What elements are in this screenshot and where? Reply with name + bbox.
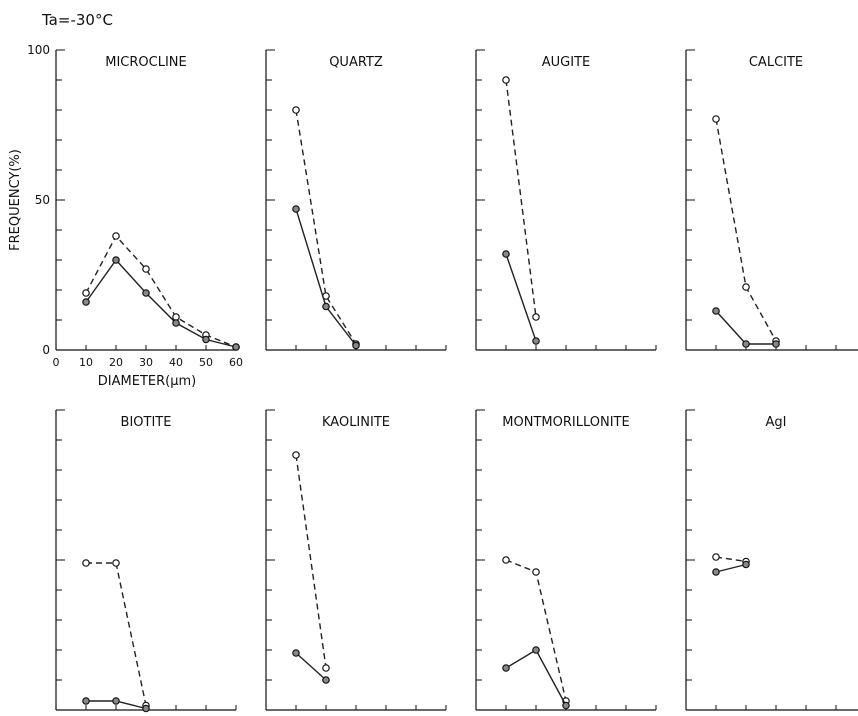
filled-data-point <box>292 205 300 213</box>
open-data-point <box>532 568 540 576</box>
dashed-series-line <box>715 556 747 563</box>
filled-data-point <box>562 701 570 710</box>
open-data-point <box>742 283 750 291</box>
dashed-series-line <box>295 454 327 669</box>
panel-augite: AUGITE <box>475 49 657 351</box>
filled-data-point <box>82 298 90 306</box>
filled-data-point <box>502 250 510 258</box>
open-data-point <box>322 664 330 672</box>
filled-data-point <box>502 664 510 672</box>
dashed-series-line <box>505 79 537 318</box>
panel-title: MONTMORILLONITE <box>502 415 629 430</box>
open-data-point <box>502 76 510 84</box>
solid-series-line <box>715 563 747 573</box>
filled-data-point <box>532 337 540 345</box>
panel-title: CALCITE <box>749 55 803 70</box>
condition-label: Ta=-30°C <box>41 11 113 29</box>
open-data-point <box>712 115 720 123</box>
filled-data-point <box>142 289 150 297</box>
x-tick-label: 60 <box>229 356 243 369</box>
x-axis-label: DIAMETER(μm) <box>98 374 196 389</box>
solid-series-line <box>295 208 357 346</box>
x-tick-label: 10 <box>79 356 93 369</box>
panel-quartz: QUARTZ <box>265 49 447 351</box>
filled-data-point <box>712 568 720 576</box>
y-tick-label: 100 <box>27 43 50 57</box>
open-data-point <box>82 559 90 567</box>
open-data-point <box>292 451 300 459</box>
panel-title: BIOTITE <box>121 415 172 430</box>
panel-montmorillonite: MONTMORILLONITE <box>475 409 657 711</box>
panel-biotite: BIOTITE <box>55 409 237 713</box>
y-tick-label: 0 <box>42 343 50 357</box>
solid-series-line <box>505 253 537 342</box>
open-data-point <box>112 559 120 567</box>
open-data-point <box>712 553 720 561</box>
x-tick-label: 40 <box>169 356 183 369</box>
filled-data-point <box>322 676 330 684</box>
x-tick-label: 50 <box>199 356 213 369</box>
solid-series-line <box>85 258 237 348</box>
filled-data-point <box>82 697 90 705</box>
open-data-point <box>82 289 90 297</box>
panel-title: AgI <box>766 415 787 430</box>
filled-data-point <box>172 319 180 327</box>
filled-data-point <box>352 341 360 350</box>
panel-kaolinite: KAOLINITE <box>265 409 447 711</box>
panel-microcline: MICROCLINE 0 50 100 0 10 20 30 40 50 60 <box>27 43 243 369</box>
y-tick-label: 50 <box>35 193 50 207</box>
dashed-series-line <box>86 562 147 706</box>
open-data-point <box>502 556 510 564</box>
panel-title: MICROCLINE <box>105 55 187 70</box>
panel-title: KAOLINITE <box>322 415 390 430</box>
dashed-series-line <box>505 559 567 702</box>
open-data-point <box>292 106 300 114</box>
panel-title: AUGITE <box>542 55 590 70</box>
filled-data-point <box>712 307 720 315</box>
filled-data-point <box>292 649 300 657</box>
dashed-series-line <box>715 118 777 342</box>
y-axis-label: FREQUENCY(%) <box>8 149 23 251</box>
x-tick-label: 20 <box>109 356 123 369</box>
filled-data-point <box>202 335 210 344</box>
filled-data-point <box>532 646 540 654</box>
filled-data-point <box>742 340 750 348</box>
filled-data-point <box>772 340 780 348</box>
dashed-series-line <box>295 109 357 345</box>
x-tick-label: 30 <box>139 356 153 369</box>
filled-data-point <box>232 343 240 351</box>
x-tick-label: 0 <box>53 356 60 369</box>
filled-data-point <box>142 704 150 713</box>
panel-title: QUARTZ <box>329 55 383 70</box>
solid-series-line <box>505 649 567 706</box>
chart-panels: MICROCLINE 0 50 100 0 10 20 30 40 50 60 QUARTZ AUGIT… <box>27 43 858 713</box>
solid-series-line <box>295 652 327 681</box>
filled-data-point <box>112 256 120 264</box>
dashed-series-line <box>85 234 237 348</box>
filled-data-point <box>112 697 120 705</box>
open-data-point <box>142 265 150 273</box>
filled-data-point <box>742 560 750 569</box>
panel-agi: AgI <box>685 409 858 711</box>
open-data-point <box>112 232 120 240</box>
panel-calcite: CALCITE <box>685 49 858 351</box>
solid-series-line <box>715 310 776 345</box>
open-data-point <box>532 313 540 321</box>
filled-data-point <box>322 302 330 311</box>
